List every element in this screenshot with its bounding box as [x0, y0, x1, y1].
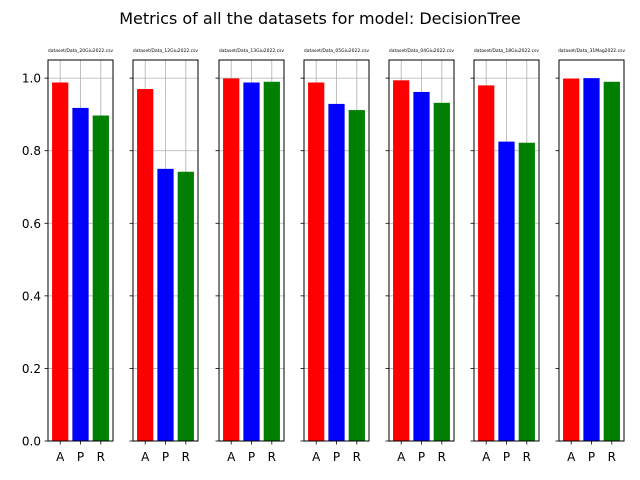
- x-tick-label: P: [588, 450, 595, 464]
- bar-r: [518, 142, 535, 441]
- bar-a: [52, 82, 69, 442]
- bar-p: [413, 91, 430, 441]
- subplot-title: dataset/Data_13Giu2022.csv: [219, 48, 285, 54]
- subplot-panel: A P R 0.0 0.2 0.4 0.6 0.8 1.0 dataset/Data_20Giu2…: [22, 48, 114, 464]
- subplot-title: dataset/Data_18Giu2022.csv: [474, 48, 540, 54]
- x-tick-label: A: [56, 450, 65, 464]
- bar-r: [603, 81, 620, 442]
- x-tick-label: R: [523, 450, 531, 464]
- bar-p: [583, 78, 600, 442]
- y-tick-label: 0.8: [22, 144, 41, 158]
- chart-title: Metrics of all the datasets for model: D…: [119, 9, 521, 28]
- bar-p: [243, 82, 260, 442]
- bar-p: [157, 168, 174, 441]
- x-tick-label: P: [333, 450, 340, 464]
- subplot-title: dataset/Data_04Giu2022.csv: [389, 48, 455, 54]
- subplot-title: dataset/Data_20Giu2022.csv: [48, 48, 114, 54]
- bar-r: [348, 110, 365, 442]
- y-tick-label: 1.0: [22, 72, 41, 86]
- x-tick-label: A: [312, 450, 321, 464]
- bar-a: [478, 85, 495, 442]
- y-tick-label: 0.0: [22, 435, 41, 449]
- x-tick-label: R: [608, 450, 616, 464]
- x-tick-label: A: [482, 450, 491, 464]
- subplot-title: dataset/Data_31Mag2022.csv: [558, 48, 625, 54]
- x-tick-label: R: [438, 450, 446, 464]
- bar-p: [328, 103, 345, 442]
- bar-a: [308, 82, 325, 442]
- subplot-title: dataset/Data_05Giu2022.csv: [304, 48, 370, 54]
- bar-p: [498, 141, 515, 441]
- x-tick-label: R: [353, 450, 361, 464]
- x-tick-label: P: [162, 450, 169, 464]
- bar-a: [393, 80, 410, 441]
- x-tick-label: P: [418, 450, 425, 464]
- x-tick-label: P: [503, 450, 510, 464]
- y-tick-label: 0.4: [22, 289, 41, 303]
- bar-a: [563, 78, 580, 442]
- x-tick-label: P: [77, 450, 84, 464]
- chart-panels: A P R0.00.20.40.60.81.0dataset/Data_20Giu2…: [22, 48, 625, 464]
- bar-r: [433, 102, 450, 442]
- x-tick-label: R: [182, 450, 190, 464]
- bar-a: [223, 78, 240, 442]
- bar-r: [92, 115, 109, 441]
- y-tick-label: 0.6: [22, 217, 41, 231]
- y-tick-label: 0.2: [22, 362, 41, 376]
- bar-a: [137, 89, 154, 442]
- x-tick-label: R: [97, 450, 105, 464]
- x-tick-label: A: [141, 450, 150, 464]
- x-tick-label: A: [397, 450, 406, 464]
- subplot-title: dataset/Data_12Giu2022.csv: [133, 48, 199, 54]
- bar-p: [72, 107, 89, 441]
- bar-r: [177, 171, 194, 441]
- x-tick-label: A: [567, 450, 576, 464]
- bar-r: [263, 81, 280, 442]
- x-tick-label: P: [248, 450, 255, 464]
- x-tick-label: R: [268, 450, 276, 464]
- x-tick-label: A: [227, 450, 236, 464]
